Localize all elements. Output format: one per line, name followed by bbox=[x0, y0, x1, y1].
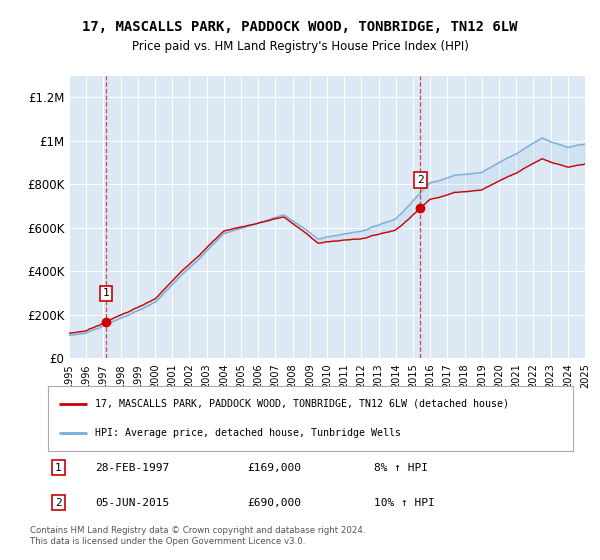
Text: Price paid vs. HM Land Registry's House Price Index (HPI): Price paid vs. HM Land Registry's House … bbox=[131, 40, 469, 53]
Text: £169,000: £169,000 bbox=[248, 463, 302, 473]
Text: 17, MASCALLS PARK, PADDOCK WOOD, TONBRIDGE, TN12 6LW (detached house): 17, MASCALLS PARK, PADDOCK WOOD, TONBRID… bbox=[95, 399, 509, 409]
Text: 1: 1 bbox=[103, 288, 110, 298]
Text: 28-FEB-1997: 28-FEB-1997 bbox=[95, 463, 170, 473]
Text: 8% ↑ HPI: 8% ↑ HPI bbox=[373, 463, 427, 473]
Text: 05-JUN-2015: 05-JUN-2015 bbox=[95, 498, 170, 507]
Text: HPI: Average price, detached house, Tunbridge Wells: HPI: Average price, detached house, Tunb… bbox=[95, 428, 401, 438]
Text: 2: 2 bbox=[55, 498, 62, 507]
Text: 10% ↑ HPI: 10% ↑ HPI bbox=[373, 498, 434, 507]
Text: 17, MASCALLS PARK, PADDOCK WOOD, TONBRIDGE, TN12 6LW: 17, MASCALLS PARK, PADDOCK WOOD, TONBRID… bbox=[82, 20, 518, 34]
Text: £690,000: £690,000 bbox=[248, 498, 302, 507]
Text: 2: 2 bbox=[417, 175, 424, 185]
Text: Contains HM Land Registry data © Crown copyright and database right 2024.
This d: Contains HM Land Registry data © Crown c… bbox=[30, 526, 365, 546]
Text: 1: 1 bbox=[55, 463, 62, 473]
